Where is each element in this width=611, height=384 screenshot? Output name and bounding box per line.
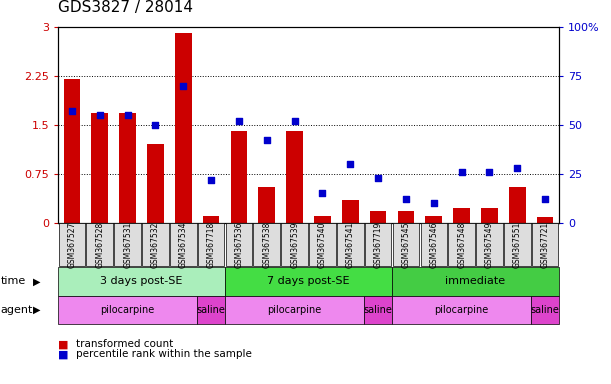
Text: GSM367538: GSM367538 (262, 222, 271, 268)
Point (234, 118, 244, 124)
Text: time: time (1, 276, 26, 286)
Bar (175, 33, 192, 223)
Text: percentile rank within the sample: percentile rank within the sample (76, 349, 252, 359)
Text: 3 days post-SE: 3 days post-SE (100, 276, 183, 286)
Text: GSM367548: GSM367548 (457, 222, 466, 268)
Bar (537, 217, 554, 223)
Text: transformed count: transformed count (76, 339, 174, 349)
Point (150, 122, 160, 128)
Text: GSM367545: GSM367545 (401, 222, 411, 268)
Text: ■: ■ (58, 349, 68, 359)
Text: GSM367541: GSM367541 (346, 222, 355, 268)
Text: GSM367539: GSM367539 (290, 222, 299, 268)
Bar (398, 211, 414, 223)
Text: GSM367721: GSM367721 (541, 222, 550, 268)
Text: GSM367540: GSM367540 (318, 222, 327, 268)
Text: pilocarpine: pilocarpine (434, 305, 489, 315)
Bar (287, 131, 303, 223)
Bar (509, 187, 525, 223)
Point (123, 112, 133, 118)
Text: pilocarpine: pilocarpine (268, 305, 322, 315)
Text: GSM367719: GSM367719 (374, 222, 382, 268)
Point (540, 196, 550, 202)
Bar (481, 209, 498, 223)
Text: ▶: ▶ (33, 305, 40, 315)
Text: GSM367534: GSM367534 (179, 222, 188, 268)
Bar (258, 187, 275, 223)
Text: GSM367527: GSM367527 (67, 222, 76, 268)
Point (485, 169, 494, 175)
Text: GSM367531: GSM367531 (123, 222, 132, 268)
Text: ■: ■ (58, 339, 68, 349)
Point (373, 175, 383, 181)
Text: GDS3827 / 28014: GDS3827 / 28014 (58, 0, 193, 15)
Text: saline: saline (197, 305, 225, 315)
Text: GSM367532: GSM367532 (151, 222, 160, 268)
Text: GSM367546: GSM367546 (430, 222, 438, 268)
Bar (203, 216, 219, 223)
Text: immediate: immediate (445, 276, 506, 286)
Text: GSM367528: GSM367528 (95, 222, 104, 268)
Text: agent: agent (1, 305, 33, 315)
Bar (92, 113, 108, 223)
Point (207, 177, 216, 183)
Text: GSM367549: GSM367549 (485, 222, 494, 268)
Text: 7 days post-SE: 7 days post-SE (267, 276, 350, 286)
Point (401, 196, 411, 202)
Point (95, 112, 104, 118)
Text: GSM367536: GSM367536 (235, 222, 243, 268)
Bar (314, 216, 331, 223)
Bar (425, 216, 442, 223)
Point (318, 190, 327, 197)
Text: GSM367551: GSM367551 (513, 222, 522, 268)
Point (178, 83, 188, 89)
Bar (119, 113, 136, 223)
Bar (453, 209, 470, 223)
Point (345, 161, 355, 167)
Text: pilocarpine: pilocarpine (100, 305, 155, 315)
Text: GSM367718: GSM367718 (207, 222, 216, 268)
Point (429, 200, 439, 206)
Text: ▶: ▶ (33, 276, 40, 286)
Point (457, 169, 467, 175)
Point (262, 137, 272, 144)
Bar (342, 200, 359, 223)
Bar (230, 131, 247, 223)
Bar (64, 79, 80, 223)
Point (290, 118, 299, 124)
Text: saline: saline (531, 305, 560, 315)
Point (67, 108, 77, 114)
Bar (370, 211, 387, 223)
Bar (147, 144, 164, 223)
Point (513, 165, 522, 171)
Text: saline: saline (364, 305, 393, 315)
